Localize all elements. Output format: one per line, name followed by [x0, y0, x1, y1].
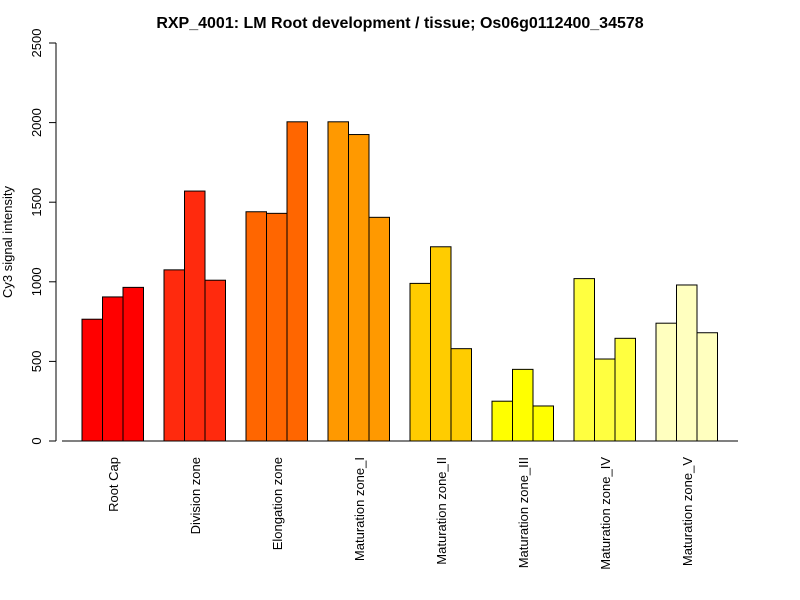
bar	[184, 190, 206, 442]
y-axis-label: Cy3 signal intensity	[0, 186, 15, 298]
y-tick-label: 0	[29, 437, 44, 444]
bar	[163, 269, 185, 442]
bar	[430, 246, 452, 442]
y-tick-label: 500	[29, 351, 44, 373]
x-axis-labels: Root Cap Division zone Elongation zone Matu…	[106, 457, 695, 570]
bars	[81, 121, 718, 442]
bar	[266, 212, 288, 442]
bar	[327, 121, 349, 442]
bar	[450, 348, 472, 442]
y-tick-label: 2500	[29, 29, 44, 58]
y-tick-label: 1500	[29, 188, 44, 217]
bar	[676, 284, 698, 442]
bar	[204, 279, 226, 442]
bar	[245, 211, 267, 442]
bar	[409, 282, 431, 442]
y-axis: 0 500 1000 1500 2000 2500	[29, 29, 57, 445]
x-tick-label: Maturation zone_II	[434, 457, 449, 565]
bar	[122, 286, 144, 442]
bar	[102, 296, 124, 442]
bar	[348, 134, 370, 442]
x-tick-label: Root Cap	[106, 457, 121, 512]
y-tick-label: 2000	[29, 108, 44, 137]
bar	[594, 358, 616, 442]
bar	[532, 405, 554, 442]
x-tick-label: Maturation zone_I	[352, 457, 367, 561]
bar	[491, 400, 513, 442]
x-tick-label: Maturation zone_III	[516, 457, 531, 568]
bar	[655, 322, 677, 442]
x-tick-label: Maturation zone_IV	[598, 457, 613, 570]
x-tick-label: Division zone	[188, 457, 203, 534]
x-tick-label: Maturation zone_V	[680, 457, 695, 566]
bar	[512, 368, 534, 442]
x-tick-label: Elongation zone	[270, 457, 285, 550]
bar	[286, 121, 308, 442]
bar	[614, 337, 636, 442]
chart-title: RXP_4001: LM Root development / tissue; …	[156, 15, 643, 32]
bar	[368, 216, 390, 442]
bar	[81, 318, 103, 442]
bar	[696, 332, 718, 442]
bar	[573, 278, 595, 442]
y-tick-label: 1000	[29, 267, 44, 296]
